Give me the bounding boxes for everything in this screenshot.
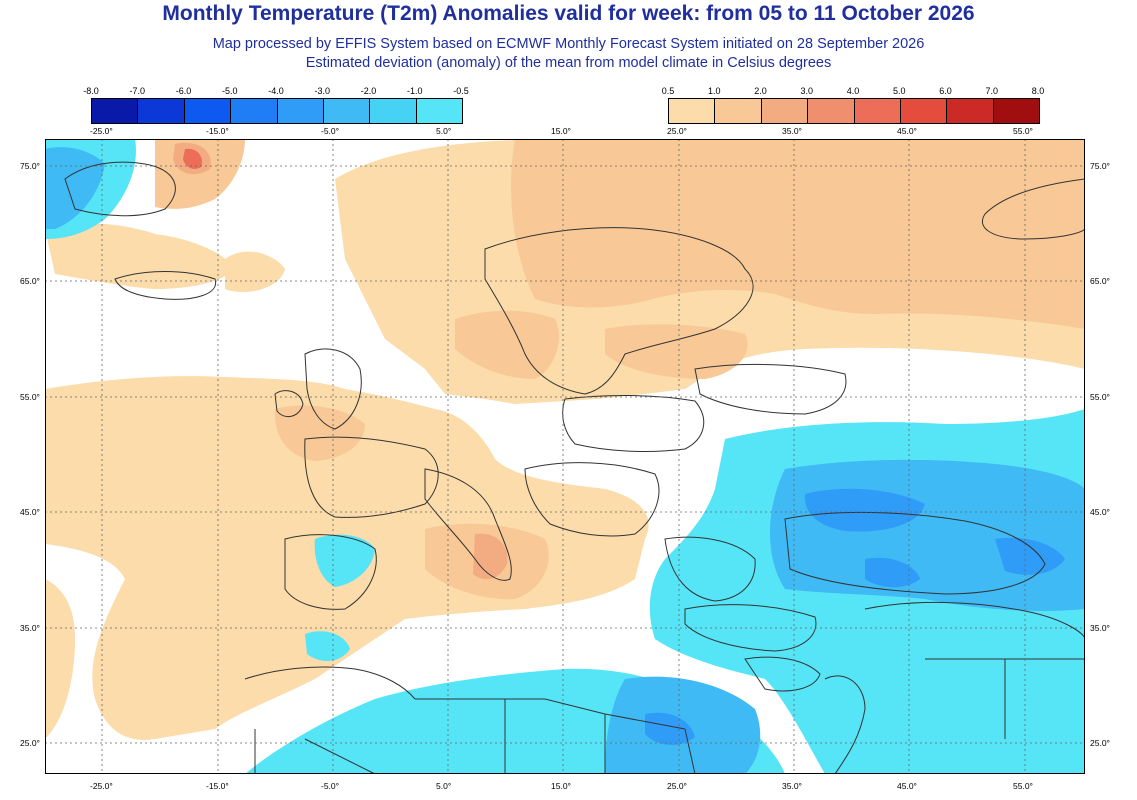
top-longitude-label: 25.0° bbox=[667, 126, 687, 136]
legend_warm-swatch bbox=[669, 99, 716, 123]
bottom-longitude-label: -5.0° bbox=[321, 781, 340, 791]
top-longitude-label: 35.0° bbox=[782, 126, 802, 136]
bottom-longitude-label: -15.0° bbox=[206, 781, 229, 791]
left-latitude-label: 55.0° bbox=[20, 392, 40, 402]
right-latitude-label: 45.0° bbox=[1090, 507, 1110, 517]
legend_cold-swatch bbox=[277, 99, 324, 123]
bottom-longitude-label: 5.0° bbox=[436, 781, 452, 791]
top-longitude-label: 45.0° bbox=[897, 126, 917, 136]
legend_warm-tick-label: 3.0 bbox=[800, 86, 814, 96]
legend_cold-swatch bbox=[184, 99, 232, 123]
legend-warm: 0.5 1.0 2.0 3.0 4.0 5.0 6.0 7.0 8.0 bbox=[662, 86, 1045, 124]
left-latitude-label: 75.0° bbox=[20, 161, 40, 171]
legend_cold-tick-label: -5.0 bbox=[221, 86, 238, 96]
bottom-longitude-label: 35.0° bbox=[782, 781, 802, 791]
legend_cold-swatch bbox=[138, 99, 185, 123]
legend_warm-swatch bbox=[808, 99, 855, 123]
bottom-longitude-label: 15.0° bbox=[551, 781, 571, 791]
bottom-longitude-label: -25.0° bbox=[90, 781, 113, 791]
legend_warm-tick-label: 0.5 bbox=[661, 86, 675, 96]
top-longitude-label: -5.0° bbox=[321, 126, 340, 136]
legend_warm-swatch bbox=[900, 99, 948, 123]
legend_warm-tick-label: 2.0 bbox=[754, 86, 767, 96]
legend_cold-tick-label: -0.5 bbox=[453, 86, 469, 96]
left-latitude-label: 25.0° bbox=[20, 738, 40, 748]
legend_cold-tick-label: -7.0 bbox=[129, 86, 146, 96]
legend_warm-swatch bbox=[761, 99, 809, 123]
map-frame bbox=[45, 139, 1085, 774]
legend_cold-tick-label: -8.0 bbox=[83, 86, 99, 96]
top-longitude-label: -25.0° bbox=[90, 126, 113, 136]
bottom-longitude-label: 25.0° bbox=[667, 781, 687, 791]
top-longitude-label: -15.0° bbox=[206, 126, 229, 136]
legend_warm-tick-label: 5.0 bbox=[892, 86, 906, 96]
graticule-grid bbox=[45, 139, 1085, 774]
top-longitude-label: 5.0° bbox=[436, 126, 452, 136]
legend_warm-swatch bbox=[715, 99, 762, 123]
warm-anomaly-hot-spot bbox=[183, 148, 203, 170]
legend-warm-colorbar bbox=[668, 98, 1040, 124]
legend_cold-tick-label: -4.0 bbox=[268, 86, 284, 96]
legend-cold-ticks: -8.0 -7.0 -6.0 -5.0 -4.0 -3.0 -2.0 -1.0 -0.5 bbox=[83, 86, 469, 98]
legend_warm-tick-label: 7.0 bbox=[985, 86, 999, 96]
legend_warm-tick-label: 4.0 bbox=[846, 86, 860, 96]
legend-cold: -8.0 -7.0 -6.0 -5.0 -4.0 -3.0 -2.0 -1.0 -0.5 bbox=[83, 86, 469, 124]
right-latitude-label: 65.0° bbox=[1090, 276, 1110, 286]
top-longitude-label: 15.0° bbox=[551, 126, 571, 136]
cold-anomaly-strong-areas bbox=[645, 488, 1065, 745]
bottom-longitude-label: 45.0° bbox=[897, 781, 917, 791]
right-latitude-label: 25.0° bbox=[1090, 738, 1110, 748]
legend_cold-tick-label: -6.0 bbox=[175, 86, 192, 96]
left-latitude-label: 35.0° bbox=[20, 623, 40, 633]
right-latitude-label: 55.0° bbox=[1090, 392, 1110, 402]
legend-cold-colorbar bbox=[91, 98, 463, 124]
map-subtitle-source: Map processed by EFFIS System based on E… bbox=[212, 36, 925, 52]
right-latitude-label: 35.0° bbox=[1090, 623, 1110, 633]
map-subtitle-units: Estimated deviation (anomaly) of the mea… bbox=[305, 55, 832, 71]
legend_cold-swatch bbox=[323, 99, 371, 123]
bottom-longitude-label: 55.0° bbox=[1013, 781, 1033, 791]
legend-warm-ticks: 0.5 1.0 2.0 3.0 4.0 5.0 6.0 7.0 8.0 bbox=[662, 86, 1045, 98]
legend_warm-tick-label: 8.0 bbox=[1031, 86, 1045, 96]
legend_cold-swatch bbox=[416, 99, 462, 123]
legend_warm-tick-label: 6.0 bbox=[939, 86, 952, 96]
left-latitude-label: 45.0° bbox=[20, 507, 40, 517]
legend_cold-swatch bbox=[231, 99, 278, 123]
coastlines-and-borders bbox=[64, 161, 1085, 774]
legend_cold-tick-label: -3.0 bbox=[314, 86, 331, 96]
legend_cold-tick-label: -2.0 bbox=[360, 86, 377, 96]
map-title: Monthly Temperature (T2m) Anomalies vali… bbox=[162, 2, 975, 25]
right-latitude-label: 75.0° bbox=[1090, 161, 1110, 171]
top-longitude-label: 55.0° bbox=[1013, 126, 1033, 136]
legend_cold-swatch bbox=[370, 99, 417, 123]
legend_warm-swatch bbox=[854, 99, 901, 123]
legend_cold-swatch bbox=[92, 99, 139, 123]
legend_warm-swatch bbox=[947, 99, 994, 123]
left-latitude-label: 65.0° bbox=[20, 276, 40, 286]
legend_warm-swatch bbox=[993, 99, 1039, 123]
anomaly-map bbox=[45, 139, 1085, 774]
legend_warm-tick-label: 1.0 bbox=[707, 86, 721, 96]
legend_cold-tick-label: -1.0 bbox=[406, 86, 423, 96]
